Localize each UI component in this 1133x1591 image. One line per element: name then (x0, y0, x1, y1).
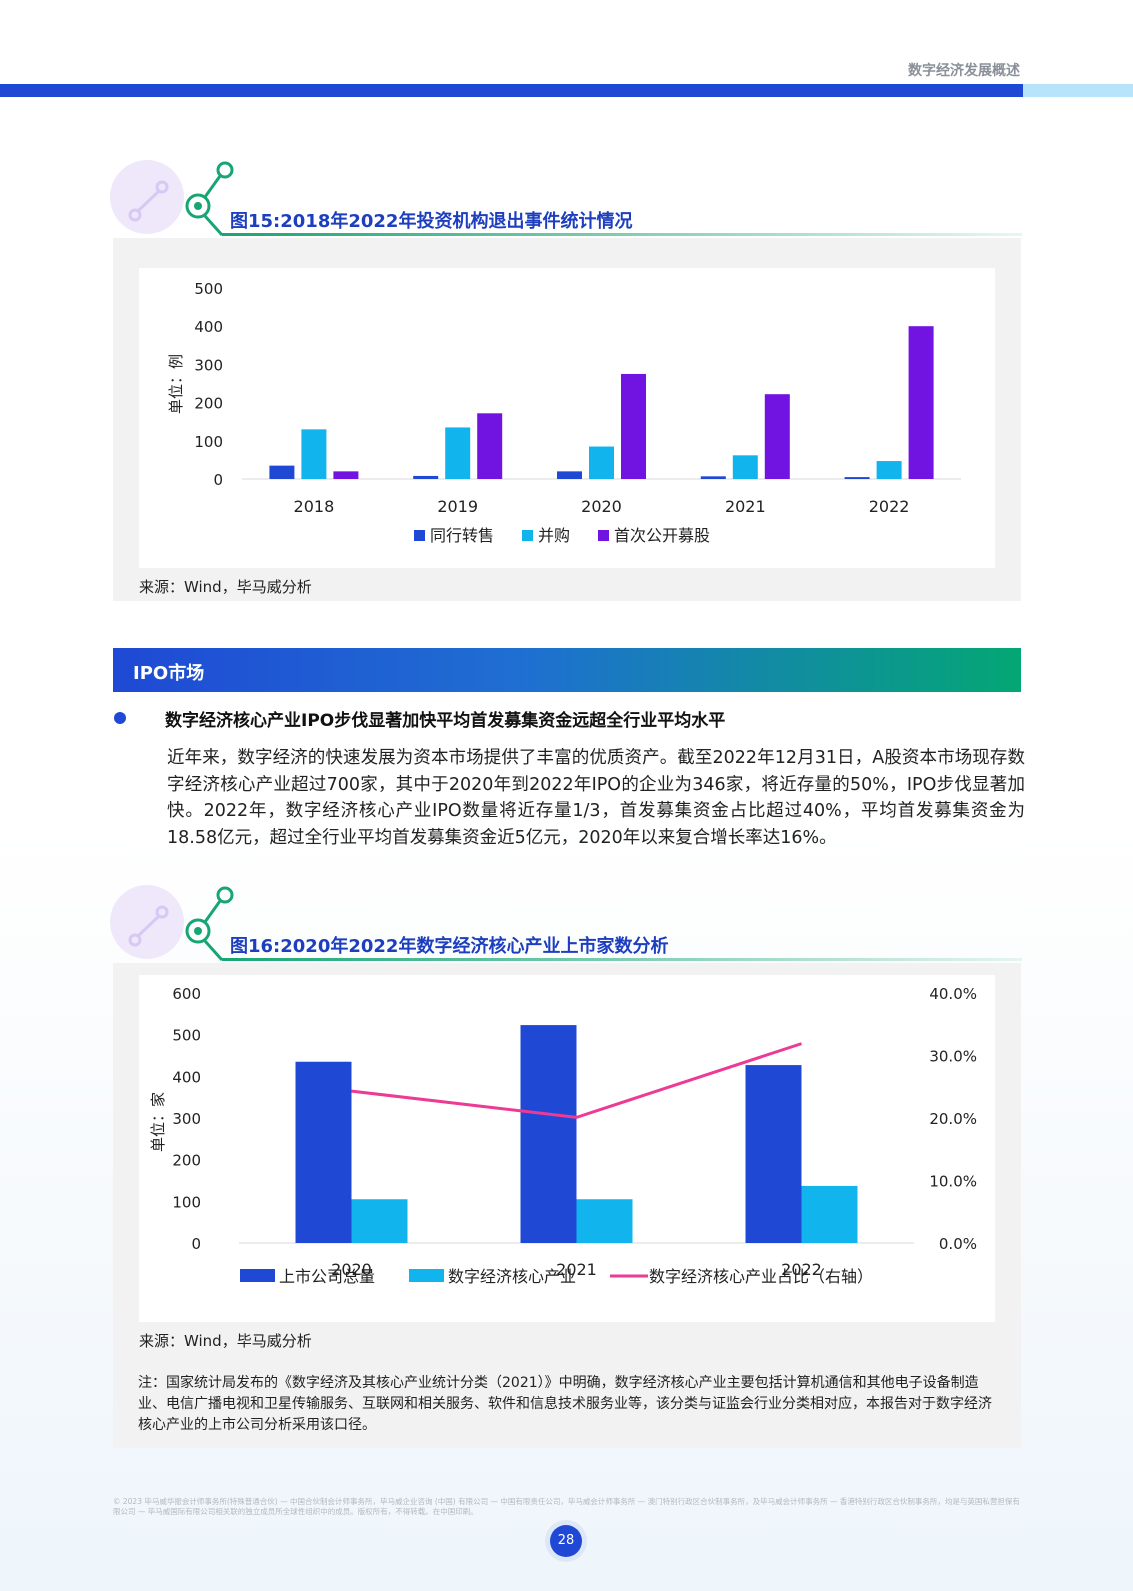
bar-首次公开募股-2022 (908, 326, 934, 479)
bar-数字经济核心产业-2022 (801, 1185, 858, 1243)
bar-首次公开募股-2020 (621, 373, 646, 479)
legend-label: 数字经济核心产业占比（右轴） (649, 1267, 873, 1286)
body-paragraph: 近年来，数字经济的快速发展为资本市场提供了丰富的优质资产。截至2022年12月3… (167, 748, 1025, 848)
bar-首次公开募股-2018 (333, 471, 359, 479)
legend-swatch (522, 530, 533, 541)
legend-swatch (240, 1269, 275, 1282)
bullet-icon (114, 712, 126, 724)
x-tick-label: 2020 (581, 497, 622, 516)
legend-swatch (409, 1269, 444, 1282)
running-header: 数字经济发展概述 (908, 63, 1020, 79)
y2-tick-label: 0.0% (939, 1235, 977, 1253)
bar-并购-2019 (445, 427, 471, 479)
y-axis-label: 单位：例 (167, 354, 185, 414)
bar-并购-2021 (732, 455, 758, 479)
y-tick-label: 500 (194, 280, 223, 298)
y-tick-label: 400 (194, 318, 223, 336)
figure16-chart-area: 0 100 200 300 400 500 600 0.0% 10.0% 20.0% 30.0% 40… (139, 975, 995, 1322)
figure16-title: 图16:2020年2022年数字经济核心产业上市家数分析 (230, 936, 669, 957)
bar-并购-2020 (589, 446, 614, 479)
bar-并购-2022 (876, 461, 902, 479)
legend-label: 首次公开募股 (614, 526, 710, 545)
bar-上市公司总量-2020 (295, 1061, 352, 1243)
section-header-label: IPO市场 (133, 663, 205, 684)
x-tick-label: 2022 (869, 497, 910, 516)
y-tick-label: 0 (213, 471, 223, 489)
bar-数字经济核心产业-2021 (576, 1199, 633, 1243)
figure16-note: 注：国家统计局发布的《数字经济及其核心产业统计分类（2021）》中明确，数字经济… (138, 1375, 992, 1433)
figure15-chart: 0 100 200 300 400 500 单位：例 2018 2019 2020 2021 2022… (167, 280, 961, 545)
figure-title-decoration (110, 885, 234, 962)
x-tick-label: 2019 (437, 497, 478, 516)
bullet-title: 数字经济核心产业IPO步伐显著加快平均首发募集资金远超全行业平均水平 (165, 711, 726, 731)
y-tick-label: 600 (172, 985, 201, 1003)
y2-tick-label: 10.0% (929, 1173, 977, 1191)
figure15-source: 来源：Wind，毕马威分析 (139, 578, 312, 596)
bar-上市公司总量-2021 (520, 1025, 577, 1243)
y2-tick-label: 20.0% (929, 1110, 977, 1128)
y2-tick-label: 40.0% (929, 985, 977, 1003)
bar-并购-2018 (301, 429, 327, 479)
y-tick-label: 400 (172, 1068, 201, 1086)
legend-label: 并购 (538, 526, 570, 545)
legend-label: 上市公司总量 (279, 1267, 375, 1286)
x-tick-label: 2018 (294, 497, 335, 516)
y-tick-label: 100 (194, 433, 223, 451)
bar-同行转售-2022 (844, 477, 870, 479)
copyright-footer: © 2023 毕马威华振会计师事务所(特殊普通合伙) — 中国合伙制会计师事务所… (113, 1497, 1020, 1516)
legend-label: 数字经济核心产业 (448, 1267, 576, 1286)
y-tick-label: 300 (172, 1110, 201, 1128)
bar-同行转售-2018 (269, 465, 295, 479)
y-tick-label: 200 (172, 1152, 201, 1170)
figure-title-underline (222, 233, 1022, 236)
page-number: 28 (550, 1525, 582, 1557)
bar-同行转售-2021 (700, 476, 726, 479)
y-tick-label: 100 (172, 1193, 201, 1211)
y-tick-label: 300 (194, 356, 223, 374)
section-header: IPO市场 (113, 648, 1021, 692)
y-tick-label: 200 (194, 395, 223, 413)
figure15-title: 图15:2018年2022年投资机构退出事件统计情况 (230, 211, 633, 232)
figure16-source: 来源：Wind，毕马威分析 (139, 1332, 312, 1350)
figure-title-decoration (110, 160, 234, 237)
figure15-chart-area: 0 100 200 300 400 500 单位：例 2018 2019 2020 2021 2022… (139, 268, 995, 568)
y-axis-label: 单位：家 (149, 1092, 167, 1152)
bar-首次公开募股-2021 (764, 394, 790, 479)
y-tick-label: 0 (191, 1235, 201, 1253)
legend-label: 同行转售 (430, 526, 494, 545)
bar-上市公司总量-2022 (745, 1065, 802, 1243)
x-tick-label: 2021 (556, 1260, 597, 1279)
line-数字经济核心产业占比（右轴） (351, 1042, 802, 1119)
header-bar-accent (1023, 84, 1133, 97)
figure-title-underline (222, 958, 1022, 961)
bar-数字经济核心产业-2020 (351, 1199, 408, 1243)
figure16-chart: 0 100 200 300 400 500 600 0.0% 10.0% 20.0% 30.0% 40… (149, 985, 977, 1286)
x-tick-label: 2022 (781, 1260, 822, 1279)
bar-首次公开募股-2019 (477, 413, 503, 479)
header-bar (0, 84, 1023, 97)
bar-同行转售-2019 (413, 475, 439, 479)
y-tick-label: 500 (172, 1027, 201, 1045)
legend-swatch (414, 530, 425, 541)
y2-tick-label: 30.0% (929, 1048, 977, 1066)
legend-swatch (598, 530, 609, 541)
x-tick-label: 2021 (725, 497, 766, 516)
x-tick-label: 2020 (331, 1260, 372, 1279)
bar-同行转售-2020 (557, 471, 582, 479)
